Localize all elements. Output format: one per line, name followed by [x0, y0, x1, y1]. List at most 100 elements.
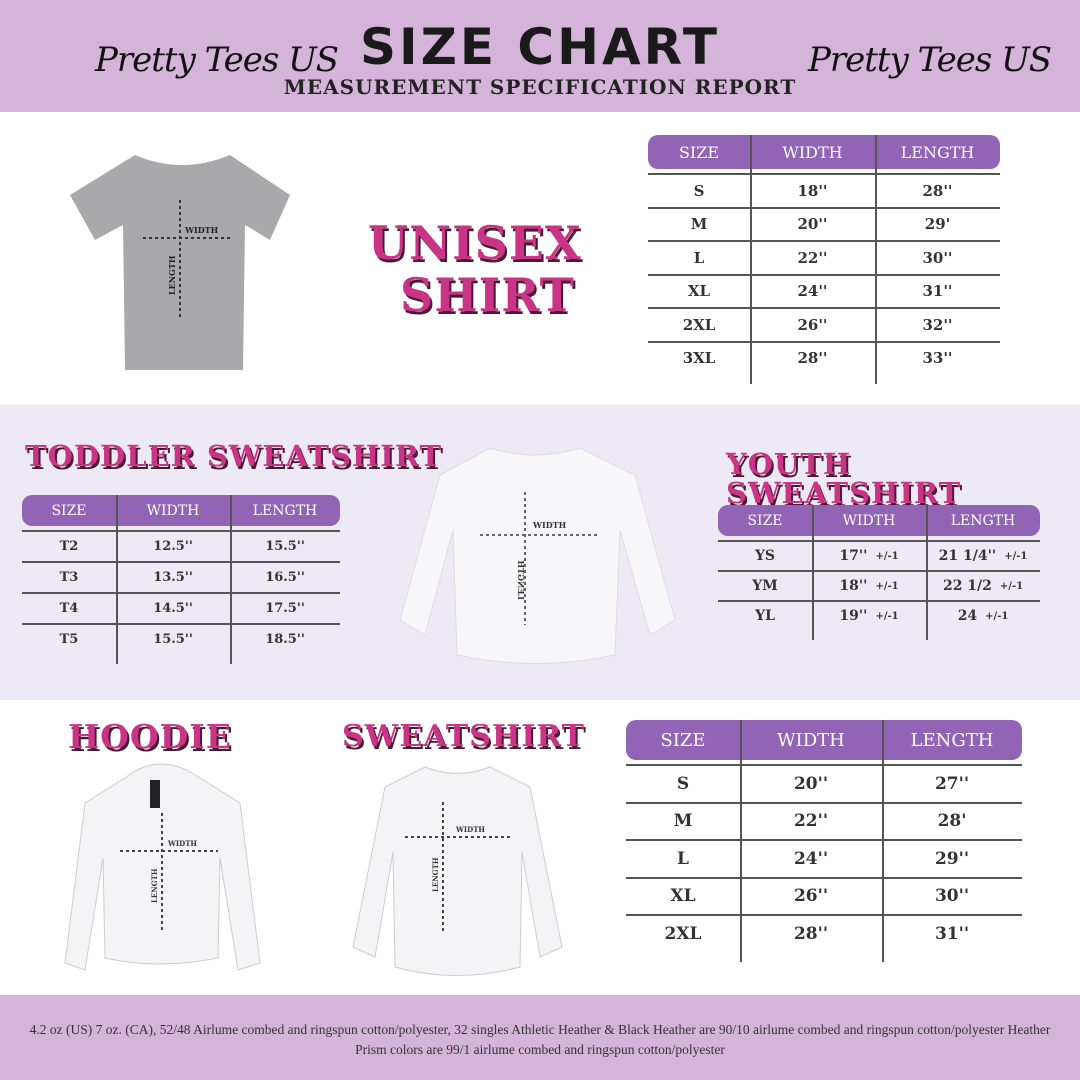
table-row: T3 13.5'' 16.5'' [22, 561, 340, 592]
table-cell: T3 [59, 570, 79, 585]
table-cell: 28'' [797, 349, 828, 368]
column-divider [230, 495, 232, 664]
tshirt-image: WIDTH LENGTH [70, 155, 290, 370]
table-cell: 32'' [922, 315, 953, 334]
table-cell: M [673, 811, 693, 832]
sweatshirt-size-table: SIZE WIDTH LENGTH S 20'' 27'' M 22'' 28' L 24'' 29'… [626, 720, 1022, 962]
table-cell: L [693, 248, 705, 267]
table-cell: 3XL [682, 349, 716, 368]
table-cell: 22 1/2 +/-1 [942, 578, 1024, 594]
tolerance-label: +/-1 [875, 580, 899, 592]
table-cell: YM [752, 578, 778, 594]
table-cell: 27'' [934, 773, 970, 794]
table-cell: 18'' +/-1 [839, 578, 899, 594]
column-divider [116, 495, 118, 664]
table-cell: 28'' [793, 923, 829, 944]
table-row: L 22'' 30'' [648, 240, 1000, 274]
table-cell: 26'' [793, 886, 829, 907]
column-divider [882, 720, 884, 962]
width-label: WIDTH [184, 225, 219, 235]
table-cell: S [693, 181, 705, 200]
toddler-title: TODDLER SWEATSHIRT [25, 439, 443, 473]
table-row: S 20'' 27'' [626, 764, 1022, 802]
table-row: T2 12.5'' 15.5'' [22, 530, 340, 561]
table-cell: 22'' [797, 248, 828, 267]
table-row: YS 17'' +/-1 21 1/4'' +/-1 [718, 540, 1040, 570]
table-cell: T2 [59, 539, 79, 554]
table-cell: YL [755, 608, 775, 624]
table-cell: 33'' [922, 349, 953, 368]
length-label: LENGTH [167, 255, 177, 295]
table-cell: S [676, 773, 690, 794]
column-header-size: SIZE [51, 502, 87, 519]
table-cell: L [677, 848, 689, 869]
table-cell: 2XL [682, 315, 716, 334]
youth-size-table: SIZE WIDTH LENGTH YS 17'' +/-1 21 1/4'' +/-1 YM 1… [718, 505, 1040, 640]
table-cell: YS [754, 548, 776, 564]
table-cell: 13.5'' [153, 570, 193, 585]
table-cell: 24'' [797, 282, 828, 301]
table-cell: 21 1/4'' +/-1 [938, 548, 1028, 564]
column-header-length: LENGTH [900, 142, 975, 162]
table-row: YL 19'' +/-1 24 +/-1 [718, 600, 1040, 630]
table-cell: 2XL [664, 923, 702, 944]
table-cell: 28' [937, 811, 967, 832]
table-row: L 24'' 29'' [626, 839, 1022, 877]
table-row: YM 18'' +/-1 22 1/2 +/-1 [718, 570, 1040, 600]
column-divider [750, 135, 752, 384]
tolerance-label: +/-1 [999, 580, 1024, 592]
table-cell: XL [687, 282, 711, 301]
table-cell: 14.5'' [153, 601, 193, 616]
sweatshirt-image: WIDTH LENGTH [352, 766, 563, 976]
page-subtitle: MEASUREMENT SPECIFICATION REPORT [283, 75, 797, 99]
table-cell: 17.5'' [265, 601, 305, 616]
table-cell: 20'' [793, 773, 829, 794]
column-divider [875, 135, 877, 384]
table-cell: 20'' [797, 215, 828, 234]
sweatshirt-title: SWEATSHIRT [342, 719, 585, 754]
width-label: WIDTH [455, 825, 485, 834]
table-cell: T4 [59, 601, 79, 616]
table-row: T5 15.5'' 18.5'' [22, 623, 340, 654]
width-label: WIDTH [167, 839, 197, 848]
table-header: SIZE WIDTH LENGTH [22, 495, 340, 526]
table-cell: 31'' [922, 282, 953, 301]
column-header-size: SIZE [678, 142, 720, 162]
column-divider [812, 505, 814, 640]
unisex-size-table: SIZE WIDTH LENGTH S 18'' 28'' M 20'' 29' L 22'' 30'… [648, 135, 1000, 384]
table-row: XL 24'' 31'' [648, 273, 1000, 308]
length-label: LENGTH [431, 857, 440, 892]
table-row: S 18'' 28'' [648, 173, 1000, 207]
table-header: SIZE WIDTH LENGTH [648, 135, 1000, 169]
column-header-length: LENGTH [910, 729, 994, 751]
table-row: M 22'' 28' [626, 801, 1022, 840]
table-row: 2XL 28'' 31'' [626, 914, 1022, 952]
column-header-size: SIZE [747, 512, 783, 529]
unisex-title: UNISEX [368, 216, 582, 270]
table-row: 2XL 26'' 32'' [648, 307, 1000, 341]
table-cell: 28'' [922, 181, 953, 200]
column-divider [926, 505, 928, 640]
column-header-width: WIDTH [842, 512, 896, 529]
shirt-title: SHIRT [400, 268, 575, 322]
youth-title: YOUTH SWEATSHIRT [726, 447, 962, 510]
table-cell: 29' [924, 215, 951, 234]
table-cell: M [690, 215, 708, 234]
table-header: SIZE WIDTH LENGTH [626, 720, 1022, 760]
hoodie-image: WIDTH LENGTH [64, 763, 261, 971]
column-header-width: WIDTH [782, 142, 843, 162]
table-row: T4 14.5'' 17.5'' [22, 592, 340, 623]
hoodie-title: HOODIE [68, 717, 232, 756]
table-cell: 18'' [797, 181, 828, 200]
width-label: WIDTH [532, 520, 567, 530]
header-band: Pretty Tees US Pretty Tees US SIZE CHART… [0, 0, 1080, 112]
tolerance-label: +/-1 [1004, 550, 1028, 562]
tolerance-label: +/-1 [985, 610, 1009, 622]
table-cell: 15.5'' [265, 539, 305, 554]
table-header: SIZE WIDTH LENGTH [718, 505, 1040, 536]
tolerance-label: +/-1 [875, 550, 899, 562]
table-cell: 16.5'' [265, 570, 305, 585]
table-cell: 24 +/-1 [957, 608, 1009, 624]
toddler-size-table: SIZE WIDTH LENGTH T2 12.5'' 15.5'' T3 13.5'' 16.… [22, 495, 340, 664]
table-cell: 30'' [934, 886, 970, 907]
